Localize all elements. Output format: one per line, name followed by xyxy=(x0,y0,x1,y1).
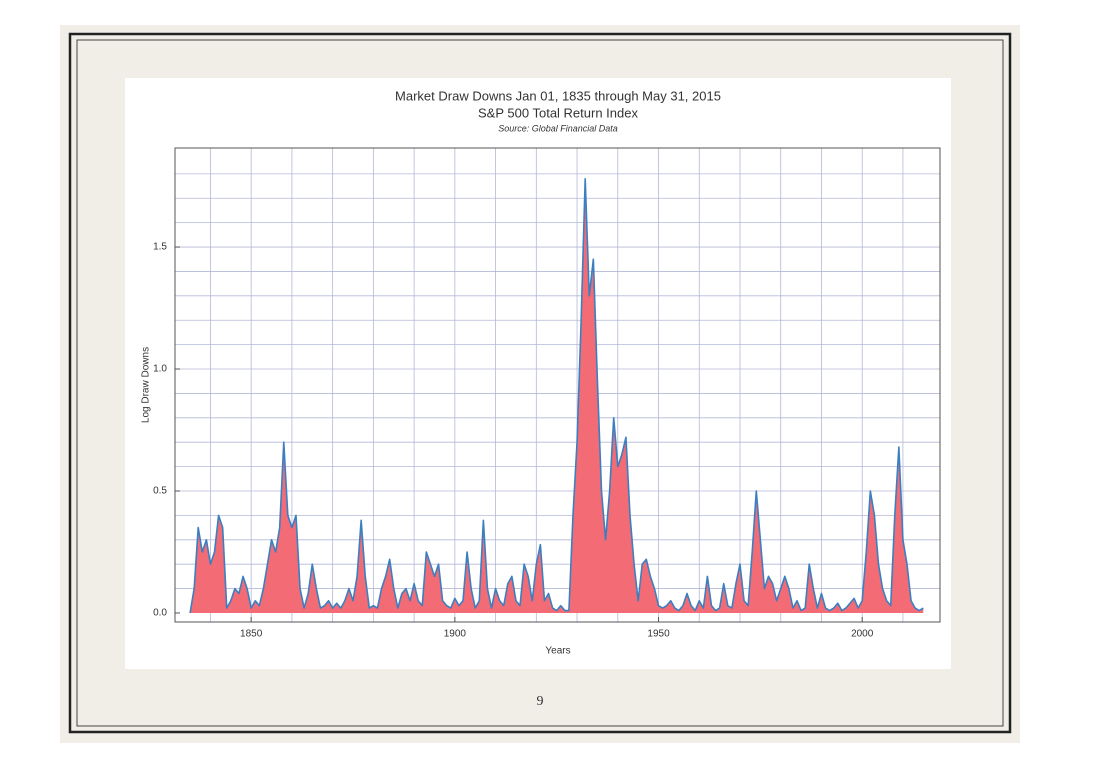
y-axis-label: Log Draw Downs xyxy=(141,347,152,423)
chart-source: Source: Global Financial Data xyxy=(498,123,618,133)
x-tick-label: 1900 xyxy=(444,629,467,640)
x-tick-label: 2000 xyxy=(851,629,874,640)
chart-title: Market Draw Downs Jan 01, 1835 through M… xyxy=(395,88,721,103)
page-number: 9 xyxy=(537,694,544,709)
inner-border xyxy=(76,39,1004,727)
chart-subtitle: S&P 500 Total Return Index xyxy=(478,105,638,120)
x-tick-label: 1850 xyxy=(240,629,263,640)
plot-border xyxy=(174,147,941,623)
x-tick-label: 1950 xyxy=(647,629,670,640)
y-tick-label: 1.5 xyxy=(153,242,167,253)
y-tick-label: 0.5 xyxy=(153,486,167,497)
outer-border xyxy=(68,32,1012,734)
y-tick-label: 0.0 xyxy=(153,608,167,619)
y-tick-label: 1.0 xyxy=(153,364,167,375)
series-line xyxy=(189,177,924,614)
x-axis-label: Years xyxy=(545,646,570,657)
